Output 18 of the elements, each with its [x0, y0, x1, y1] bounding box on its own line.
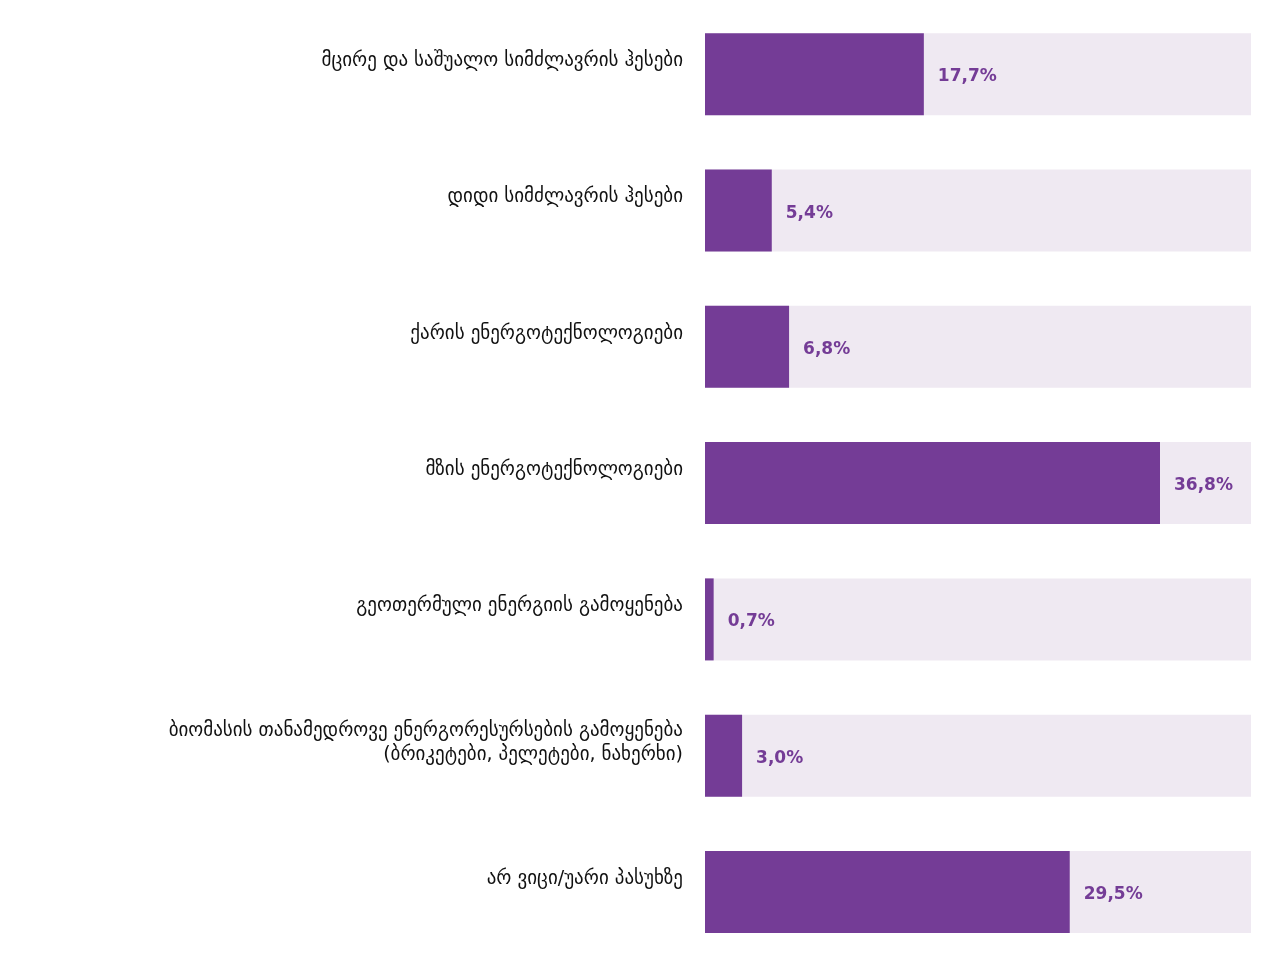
y-tick-label: დიდი სიმძლავრის ჰესები	[447, 184, 683, 208]
bar	[705, 714, 743, 797]
y-tick-label: ბიომასის თანამედროვე ენერგორესურსების გამოყენება (ბრიკეტები, პელეტები, ნახერხი)	[168, 717, 683, 765]
y-tick-label: მზის ენერგოტექნოლოგიები	[425, 457, 683, 480]
y-tick-label: გეოთერმული ენერგიის გამოყენება	[356, 593, 683, 617]
data-label: 0,7%	[727, 610, 775, 631]
data-label: 29,5%	[1083, 882, 1143, 903]
bar	[705, 578, 714, 661]
y-tick-label: მცირე და საშუალო სიმძლავრის ჰესები	[321, 48, 683, 72]
data-label: 3,0%	[756, 746, 804, 767]
data-label: 5,4%	[785, 201, 833, 222]
bar	[705, 169, 772, 252]
y-tick-label: ქარის ენერგოტექნოლოგიები	[410, 320, 683, 344]
y-tick-label: არ ვიცი/უარი პასუხზე	[486, 865, 683, 889]
bar	[705, 305, 790, 388]
data-label: 17,7%	[937, 65, 997, 86]
data-label: 6,8%	[803, 337, 851, 358]
data-label: 36,8%	[1174, 474, 1233, 495]
